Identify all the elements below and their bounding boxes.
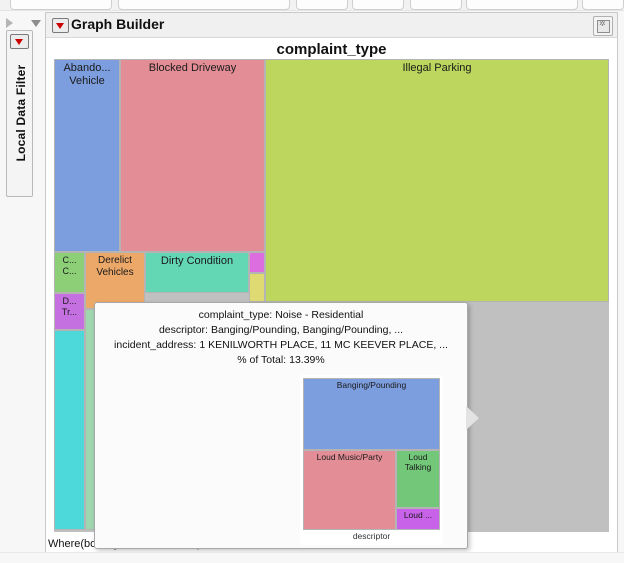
toolbar-button-5[interactable] xyxy=(410,0,462,10)
toolbar-strip xyxy=(0,0,624,11)
tooltip-row-key: descriptor: xyxy=(158,324,208,336)
treemap-tile[interactable]: Illegal Parking xyxy=(265,59,609,302)
treemap-tile[interactable] xyxy=(249,273,265,302)
mini-axis-label: descriptor xyxy=(352,531,391,541)
tooltip-row-value: 13.39% xyxy=(289,354,325,366)
treemap-tile[interactable]: D... Tr... xyxy=(54,293,85,330)
treemap-tile[interactable] xyxy=(54,330,85,530)
hover-tooltip: complaint_type: Noise - Residential descri… xyxy=(94,302,479,549)
treemap-tile-label: C... C... xyxy=(62,255,77,276)
tooltip-row-value: Banging/Pounding, Banging/Pounding, ... xyxy=(210,324,404,336)
local-data-filter-label: Local Data Filter xyxy=(14,64,28,162)
star-window-icon xyxy=(597,18,610,33)
toolbar-button-7[interactable] xyxy=(582,0,624,10)
tooltip-text-block: complaint_type: Noise - Residential descri… xyxy=(95,308,467,368)
toolbar-button-1[interactable] xyxy=(10,0,112,10)
mini-treemap-tile: Loud Talking xyxy=(396,450,440,508)
treemap-tile[interactable]: Blocked Driveway xyxy=(120,59,265,252)
toolbar-button-6[interactable] xyxy=(466,0,578,10)
treemap-tile[interactable]: Derelict Vehicles xyxy=(85,252,145,309)
toolbar-button-2[interactable] xyxy=(118,0,290,10)
red-triangle-icon[interactable] xyxy=(52,18,69,33)
toolbar-button-3[interactable] xyxy=(296,0,348,10)
window-pin-button[interactable] xyxy=(593,16,613,36)
mini-treemap-tile: Banging/Pounding xyxy=(303,378,440,450)
mini-treemap-tile: Loud ... xyxy=(396,508,440,530)
treemap-tile-label: Abando... Vehicle xyxy=(63,62,111,87)
tooltip-row-value: Noise - Residential xyxy=(275,309,364,321)
red-triangle-icon[interactable] xyxy=(10,34,29,49)
descriptor-treemap: Banging/Pounding Loud Music/Party Loud Talk… xyxy=(303,378,440,530)
tooltip-row: complaint_type: Noise - Residential xyxy=(95,308,467,323)
treemap-tile[interactable]: Dirty Condition xyxy=(145,252,249,293)
tooltip-arrow-icon xyxy=(466,406,479,430)
local-data-filter-rail[interactable]: Local Data Filter xyxy=(6,30,33,197)
tooltip-row-key: % of Total: xyxy=(237,354,287,366)
expand-arrow-icon[interactable] xyxy=(6,18,13,28)
mini-treemap-tile-label: Loud ... xyxy=(403,510,433,520)
mini-treemap-tile-label: Banging/Pounding xyxy=(336,380,407,390)
treemap-tile[interactable]: Abando... Vehicle xyxy=(54,59,120,252)
treemap-tile[interactable]: C... C... xyxy=(54,252,85,293)
toolbar-button-4[interactable] xyxy=(352,0,404,10)
bottom-strip xyxy=(0,552,624,563)
chart-title: complaint_type xyxy=(276,41,387,58)
graph-builder-panel: Graph Builder complaint_type Abando...Ve… xyxy=(45,12,618,557)
mini-treemap-tile-label: Loud Music/Party xyxy=(316,452,383,462)
tooltip-row: % of Total: 13.39% xyxy=(95,353,467,368)
tooltip-row-key: incident_address: xyxy=(114,339,197,351)
treemap-tile-label: Illegal Parking xyxy=(402,62,472,74)
treemap-tile-label: Blocked Driveway xyxy=(148,62,237,74)
tooltip-row: descriptor: Banging/Pounding, Banging/Pou… xyxy=(95,323,467,338)
mini-treemap-tile-label: Loud Talking xyxy=(404,452,432,472)
tooltip-mini-chart: Banging/Pounding Loud Music/Party Loud Talk… xyxy=(300,375,443,545)
treemap-tile-label: Derelict Vehicles xyxy=(96,255,134,278)
panel-title-bar: Graph Builder xyxy=(46,13,617,38)
outline-toggle-icon[interactable] xyxy=(31,20,41,27)
panel-title-label: Graph Builder xyxy=(71,16,165,32)
tooltip-row-key: complaint_type: xyxy=(198,309,273,321)
treemap-tile[interactable] xyxy=(249,252,265,273)
tooltip-row-value: 1 KENILWORTH PLACE, 11 MC KEEVER PLACE, … xyxy=(199,339,448,351)
mini-treemap-tile: Loud Music/Party xyxy=(303,450,396,530)
treemap-tile-label: Dirty Condition xyxy=(160,255,234,267)
tooltip-row: incident_address: 1 KENILWORTH PLACE, 11 … xyxy=(95,338,467,353)
treemap-tile-label: D... Tr... xyxy=(61,296,78,317)
